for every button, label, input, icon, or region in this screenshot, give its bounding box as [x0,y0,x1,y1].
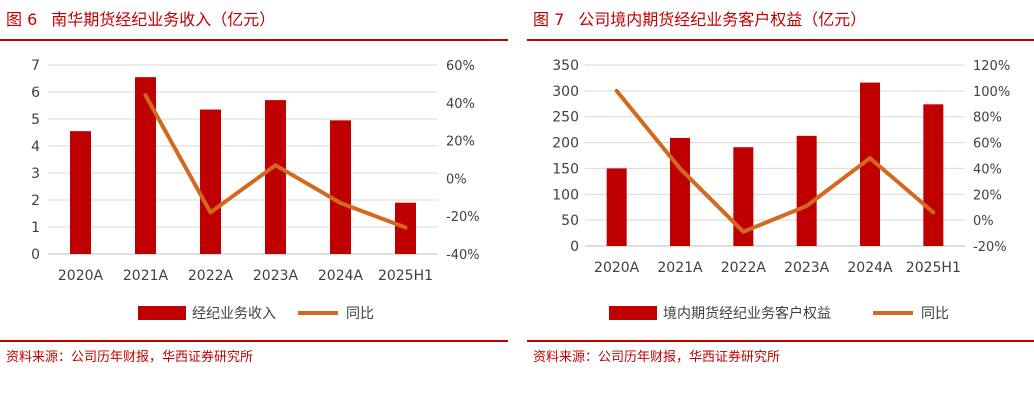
fig7-x-tick-label: 2022A [721,260,767,276]
fig6-left-tick-label: 0 [31,247,40,263]
fig7-x-tick-label: 2024A [847,260,893,276]
figure-7-title: 图 7 公司境内期货经纪业务客户权益（亿元） [533,6,866,30]
fig7-bar-2024A [860,82,880,246]
fig7-legend-bar-label: 境内期货经纪业务客户权益 [663,305,831,322]
fig7-right-tick-label: 40% [973,162,1002,177]
figure-7-source: 资料来源：公司历年财报，华西证券研究所 [533,350,781,365]
fig7-legend-line-label: 同比 [921,306,949,322]
fig7-x-tick-label: 2020A [594,260,640,276]
fig6-left-tick-label: 6 [31,85,40,101]
fig6-left-tick-label: 4 [31,139,40,155]
figure-6-source: 资料来源：公司历年财报，华西证券研究所 [6,350,254,365]
figure-6-title-text: 南华期货经纪业务收入（亿元） [51,10,276,29]
fig6-left-tick-label: 7 [31,58,40,74]
fig6-x-tick-label: 2025H1 [378,268,433,284]
fig6-left-tick-label: 3 [31,166,40,182]
fig6-left-tick-label: 5 [31,112,40,128]
fig7-left-tick-label: 350 [552,58,579,74]
fig6-bar-2024A [330,120,351,254]
fig7-right-tick-label: -20% [973,240,1007,255]
figure-7-top-rule [527,39,1034,41]
fig7-x-tick-label: 2023A [784,260,830,276]
figure-6-bottom-rule [0,340,508,342]
figure-7-bottom-rule [527,340,1034,342]
fig6-x-tick-label: 2023A [253,268,299,284]
figure-6-top-rule [0,39,508,41]
fig7-bar-2020A [606,168,627,246]
fig7-left-tick-label: 250 [552,110,579,126]
fig7-legend-bar-swatch [609,306,657,320]
fig7-left-tick-label: 50 [561,213,579,229]
figure-6-title: 图 6 南华期货经纪业务收入（亿元） [6,6,275,30]
fig6-bar-2020A [70,131,91,254]
figure-7-chart: 0 50 100 150 200 250 300 350 -20% 0% 20% 40% 60% 80% 1… [552,58,1010,322]
fig7-x-tick-label: 2025H1 [906,260,961,276]
fig7-right-tick-label: 100% [973,85,1010,100]
figure-7-label: 图 7 [533,10,565,29]
fig6-legend-bar-swatch [138,306,186,320]
fig7-left-tick-label: 200 [552,136,579,152]
fig7-left-tick-label: 300 [552,84,579,100]
figure-7-panel: 图 7 公司境内期货经纪业务客户权益（亿元） 0 50 100 150 200 250 300… [527,0,1034,406]
fig6-right-tick-label: -40% [446,248,480,263]
fig6-bar-2021A [135,77,156,255]
fig7-right-tick-label: 80% [973,111,1002,126]
fig6-right-tick-label: -20% [446,210,480,225]
fig7-yoy-line [614,88,936,234]
figure-6-panel: 图 6 南华期货经纪业务收入（亿元） 0 1 2 3 4 5 6 7 -40% -20% 0% 20% 4… [0,0,508,406]
fig6-right-tick-label: 20% [446,135,475,150]
fig6-x-tick-label: 2021A [123,268,169,284]
fig7-bar-2022A [733,147,754,246]
fig6-right-tick-label: 60% [446,59,475,74]
fig6-x-tick-label: 2024A [318,268,364,284]
fig7-right-tick-label: 60% [973,137,1002,152]
fig7-bar-2025H1 [923,104,944,246]
fig6-legend-line-label: 同比 [346,306,374,322]
fig7-left-tick-label: 150 [552,161,579,177]
fig7-bar-2021A [670,137,690,246]
fig6-x-tick-label: 2022A [188,268,234,284]
fig6-legend-bar-label: 经纪业务收入 [192,306,276,322]
figure-6-chart: 0 1 2 3 4 5 6 7 -40% -20% 0% 20% 40% 60% 2020A 2021A 202… [31,58,480,322]
fig7-right-tick-label: 0% [973,214,994,229]
fig6-bar-2022A [200,109,221,254]
fig6-x-tick-label: 2020A [58,268,104,284]
fig6-right-tick-label: 0% [446,172,467,187]
fig7-right-tick-label: 120% [973,59,1010,74]
figure-6-label: 图 6 [6,10,38,29]
fig6-left-tick-label: 2 [31,193,40,209]
figure-7-title-text: 公司境内期货经纪业务客户权益（亿元） [578,10,867,29]
fig7-left-tick-label: 0 [570,239,579,255]
fig7-x-tick-label: 2021A [657,260,703,276]
fig7-right-tick-label: 20% [973,188,1002,203]
fig6-right-tick-label: 40% [446,97,475,112]
fig6-bar-2023A [265,100,286,254]
fig6-left-tick-label: 1 [31,220,40,236]
fig7-left-tick-label: 100 [552,187,579,203]
fig7-bar-2023A [796,135,817,246]
